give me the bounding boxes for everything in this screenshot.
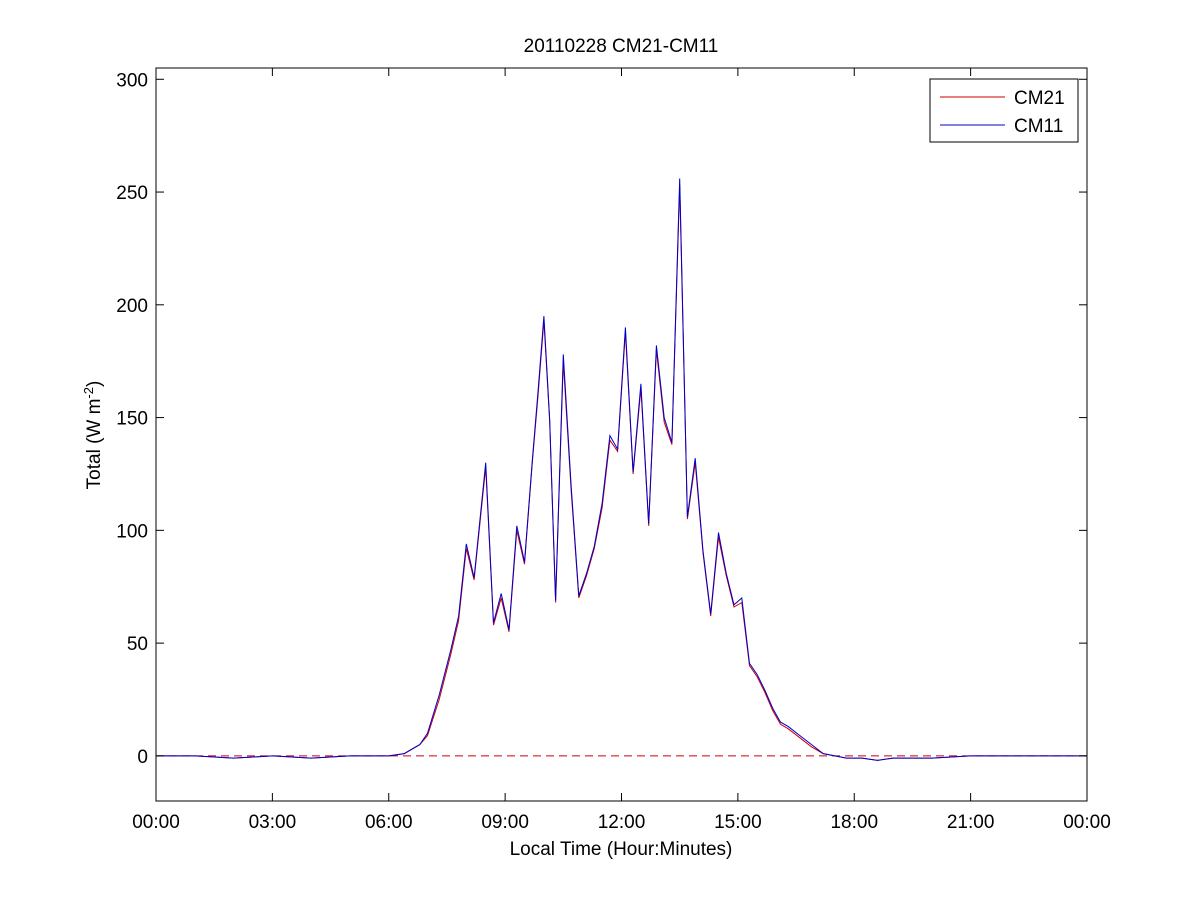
series-layer [156, 178, 1087, 761]
x-tick-label: 21:00 [947, 812, 995, 833]
x-tick-label: 12:00 [598, 812, 646, 833]
y-tick-label: 200 [116, 296, 148, 317]
y-tick-label: 150 [116, 409, 148, 430]
legend-box [929, 78, 1079, 143]
series-line-cm11 [156, 178, 1087, 761]
chart-title: 20110228 CM21-CM11 [524, 36, 719, 57]
y-tick-label: 100 [116, 521, 148, 542]
legend-label-cm21: CM21 [1014, 88, 1065, 109]
y-axis-label-suffix: ) [84, 381, 105, 387]
y-tick-label: 50 [127, 634, 148, 655]
y-axis-label: Total (W m-2) [81, 381, 106, 490]
legend: CM21 CM11 [929, 78, 1079, 143]
x-tick-label: 00:00 [1063, 812, 1111, 833]
y-axis-label-superscript: -2 [81, 387, 96, 399]
x-tick-label: 15:00 [714, 812, 762, 833]
axes-box [155, 67, 1088, 802]
x-tick-label: 00:00 [132, 812, 180, 833]
x-tick-label: 03:00 [249, 812, 297, 833]
y-tick-label: 300 [116, 70, 148, 91]
ticks-layer: 00:00 03:00 06:00 09:00 12:00 15:00 18:00 21:00… [116, 68, 1111, 833]
x-tick-label: 18:00 [830, 812, 878, 833]
y-tick-label: 0 [137, 747, 148, 768]
x-tick-label: 06:00 [365, 812, 413, 833]
x-axis-label: Local Time (Hour:Minutes) [510, 839, 733, 860]
plot-area: 00:00 03:00 06:00 09:00 12:00 15:00 18:00 21:00… [116, 67, 1111, 833]
x-tick-label: 09:00 [481, 812, 529, 833]
y-tick-label: 250 [116, 183, 148, 204]
legend-label-cm11: CM11 [1014, 116, 1063, 137]
y-axis-label-base: Total (W m [84, 399, 105, 490]
